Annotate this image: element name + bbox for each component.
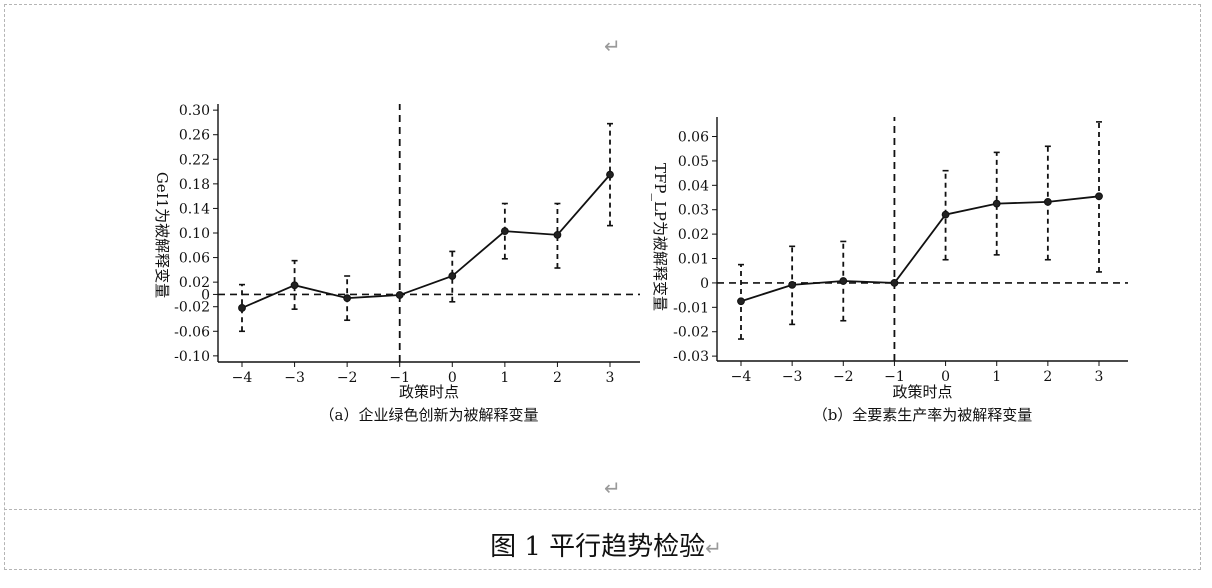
y-axis-label: TFP_LP为被解释变量 — [651, 163, 669, 311]
data-point — [1095, 192, 1103, 201]
data-point — [395, 291, 404, 299]
chart-b: 0.06 0.05 0.04 0.03 0.02 0.01 0 -0.01 -0.02 -0.03… — [651, 117, 1128, 424]
x-tick-label: −3 — [284, 370, 305, 386]
y-tick-label: 0.02 — [678, 227, 709, 243]
y-tick-label: 0.14 — [179, 201, 210, 217]
data-point — [839, 277, 848, 285]
data-point — [343, 294, 352, 303]
x-tick-label: 0 — [448, 370, 457, 386]
y-tick-label: -0.06 — [174, 324, 210, 340]
chart-subtitle: （b）全要素生产率为被解释变量 — [813, 406, 1033, 424]
y-tick-label: -0.01 — [673, 300, 709, 316]
y-tick-label: 0.18 — [179, 177, 210, 193]
x-tick-label: −4 — [731, 369, 752, 385]
data-point — [941, 210, 950, 219]
data-point — [606, 170, 614, 179]
paragraph-mark-bottom: ↵ — [604, 476, 621, 500]
y-tick-label: 0.01 — [678, 252, 709, 268]
x-tick-label: −2 — [337, 370, 358, 386]
y-tick-label: -0.10 — [174, 349, 210, 365]
y-tick-label: 0.05 — [678, 154, 709, 170]
figure-caption-text: 图 1 平行趋势检验 — [490, 532, 706, 562]
chart-a: 0.300.260.220.180.140.100.060.020-0.02-0… — [153, 103, 640, 424]
y-tick-label: 0.10 — [179, 226, 210, 242]
x-tick-label: 3 — [606, 370, 615, 386]
x-tick-label: −2 — [833, 369, 854, 385]
y-tick-label: 0.26 — [179, 128, 210, 144]
chart-subtitle: （a）企业绿色创新为被解释变量 — [320, 406, 539, 424]
x-tick-label: −4 — [232, 370, 253, 386]
data-point — [1043, 198, 1052, 206]
y-tick-label: -0.02 — [174, 300, 210, 316]
data-point — [553, 230, 562, 239]
caption-paragraph-mark: ↵ — [705, 536, 722, 560]
data-point — [448, 272, 457, 280]
x-tick-label: 1 — [992, 369, 1001, 385]
x-tick-label: 0 — [941, 369, 950, 385]
x-tick-label: −1 — [389, 370, 410, 386]
y-tick-label: -0.03 — [673, 349, 709, 365]
y-tick-label: 0.22 — [179, 152, 210, 168]
y-tick-label: 0 — [201, 287, 210, 303]
y-axis-label: GeI1为被解释变量 — [153, 172, 171, 298]
y-tick-label: 0.03 — [678, 203, 709, 219]
x-tick-label: 3 — [1095, 369, 1104, 385]
x-tick-label: −3 — [782, 369, 803, 385]
y-tick-label: 0.02 — [179, 275, 210, 291]
y-tick-label: 0.06 — [678, 130, 709, 146]
figure-frame — [4, 4, 1201, 570]
data-point — [890, 279, 899, 287]
y-tick-label: 0.30 — [179, 103, 210, 119]
caption-divider — [4, 509, 1201, 510]
data-point — [992, 199, 1001, 208]
x-axis-label: 政策时点 — [399, 383, 459, 401]
x-tick-label: 2 — [553, 370, 562, 386]
data-point — [788, 280, 797, 289]
series-line — [740, 195, 1100, 303]
y-tick-label: 0.06 — [179, 251, 210, 267]
x-tick-label: −1 — [884, 369, 905, 385]
x-tick-label: 1 — [500, 370, 509, 386]
data-point — [290, 281, 299, 290]
x-axis-label: 政策时点 — [892, 383, 952, 401]
y-tick-label: 0.04 — [678, 178, 709, 194]
y-tick-label: -0.02 — [673, 325, 709, 341]
data-point — [737, 297, 745, 306]
series-line — [241, 174, 611, 309]
data-point — [500, 227, 509, 236]
figure-caption: 图 1 平行趋势检验↵ — [0, 526, 1212, 563]
paragraph-mark-top: ↵ — [604, 34, 621, 58]
x-tick-label: 2 — [1043, 369, 1052, 385]
data-point — [238, 304, 246, 312]
y-tick-label: 0 — [700, 276, 709, 292]
